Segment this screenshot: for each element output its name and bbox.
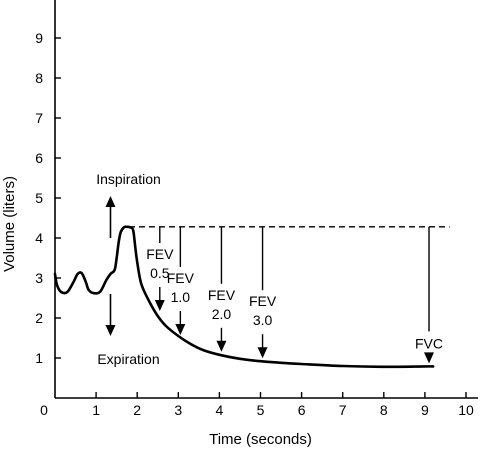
annotation-arrowhead <box>105 325 116 336</box>
annotation-arrowhead <box>105 196 116 207</box>
x-tick-label: 3 <box>174 402 182 418</box>
x-tick-label: 2 <box>133 402 141 418</box>
y-axis-title: Volume (liters) <box>1 176 18 272</box>
y-ticks: 1 2 3 4 5 6 7 8 9 <box>35 30 61 366</box>
y-tick-label: 4 <box>35 230 43 246</box>
axes <box>54 0 478 399</box>
volume-marker: FEV 2.0 <box>208 226 236 352</box>
x-ticks: 1 2 3 4 5 6 7 8 9 10 <box>92 392 474 418</box>
x-tick-label: 4 <box>216 402 224 418</box>
volume-marker: FVC <box>415 226 443 364</box>
volume-marker: FEV 0.5 <box>146 226 174 311</box>
x-tick-label: 9 <box>421 402 429 418</box>
y-tick-label: 1 <box>35 350 43 366</box>
marker-label: 2.0 <box>212 306 232 322</box>
y-tick-label: 6 <box>35 150 43 166</box>
marker-label: FVC <box>415 335 443 351</box>
marker-label: FEV <box>167 270 195 286</box>
volume-curve <box>53 225 435 369</box>
origin-label: 0 <box>40 402 48 418</box>
marker-arrowhead <box>154 300 165 311</box>
y-tick-label: 2 <box>35 310 43 326</box>
volume-marker: FEV 1.0 <box>167 226 195 335</box>
x-tick-label: 8 <box>380 402 388 418</box>
marker-label: 1.0 <box>171 289 191 305</box>
y-tick-label: 9 <box>35 30 43 46</box>
x-tick-label: 5 <box>257 402 265 418</box>
breath-annotations: Inspiration Expiration <box>96 171 161 367</box>
expiration-annotation: Expiration <box>97 294 160 367</box>
annotation-label: Inspiration <box>96 171 161 187</box>
x-tick-label: 1 <box>92 402 100 418</box>
x-tick-label: 6 <box>298 402 306 418</box>
marker-label: 0.5 <box>150 265 170 281</box>
marker-label: FEV <box>249 293 277 309</box>
y-tick-label: 3 <box>35 270 43 286</box>
y-tick-label: 7 <box>35 110 43 126</box>
marker-arrowhead <box>424 352 435 364</box>
marker-arrowhead <box>175 324 186 335</box>
y-tick-label: 5 <box>35 190 43 206</box>
x-tick-label: 10 <box>458 402 474 418</box>
marker-label: FEV <box>208 287 236 303</box>
y-tick-label: 8 <box>35 70 43 86</box>
x-axis-title: Time (seconds) <box>209 431 312 448</box>
x-tick-label: 7 <box>339 402 347 418</box>
marker-label: FEV <box>146 246 174 262</box>
annotation-label: Expiration <box>97 351 159 367</box>
marker-arrowhead <box>257 347 268 359</box>
marker-arrowhead <box>216 340 227 352</box>
volume-marker: FEV 3.0 <box>249 226 277 359</box>
inspiration-annotation: Inspiration <box>96 171 161 238</box>
marker-label: 3.0 <box>253 312 273 328</box>
